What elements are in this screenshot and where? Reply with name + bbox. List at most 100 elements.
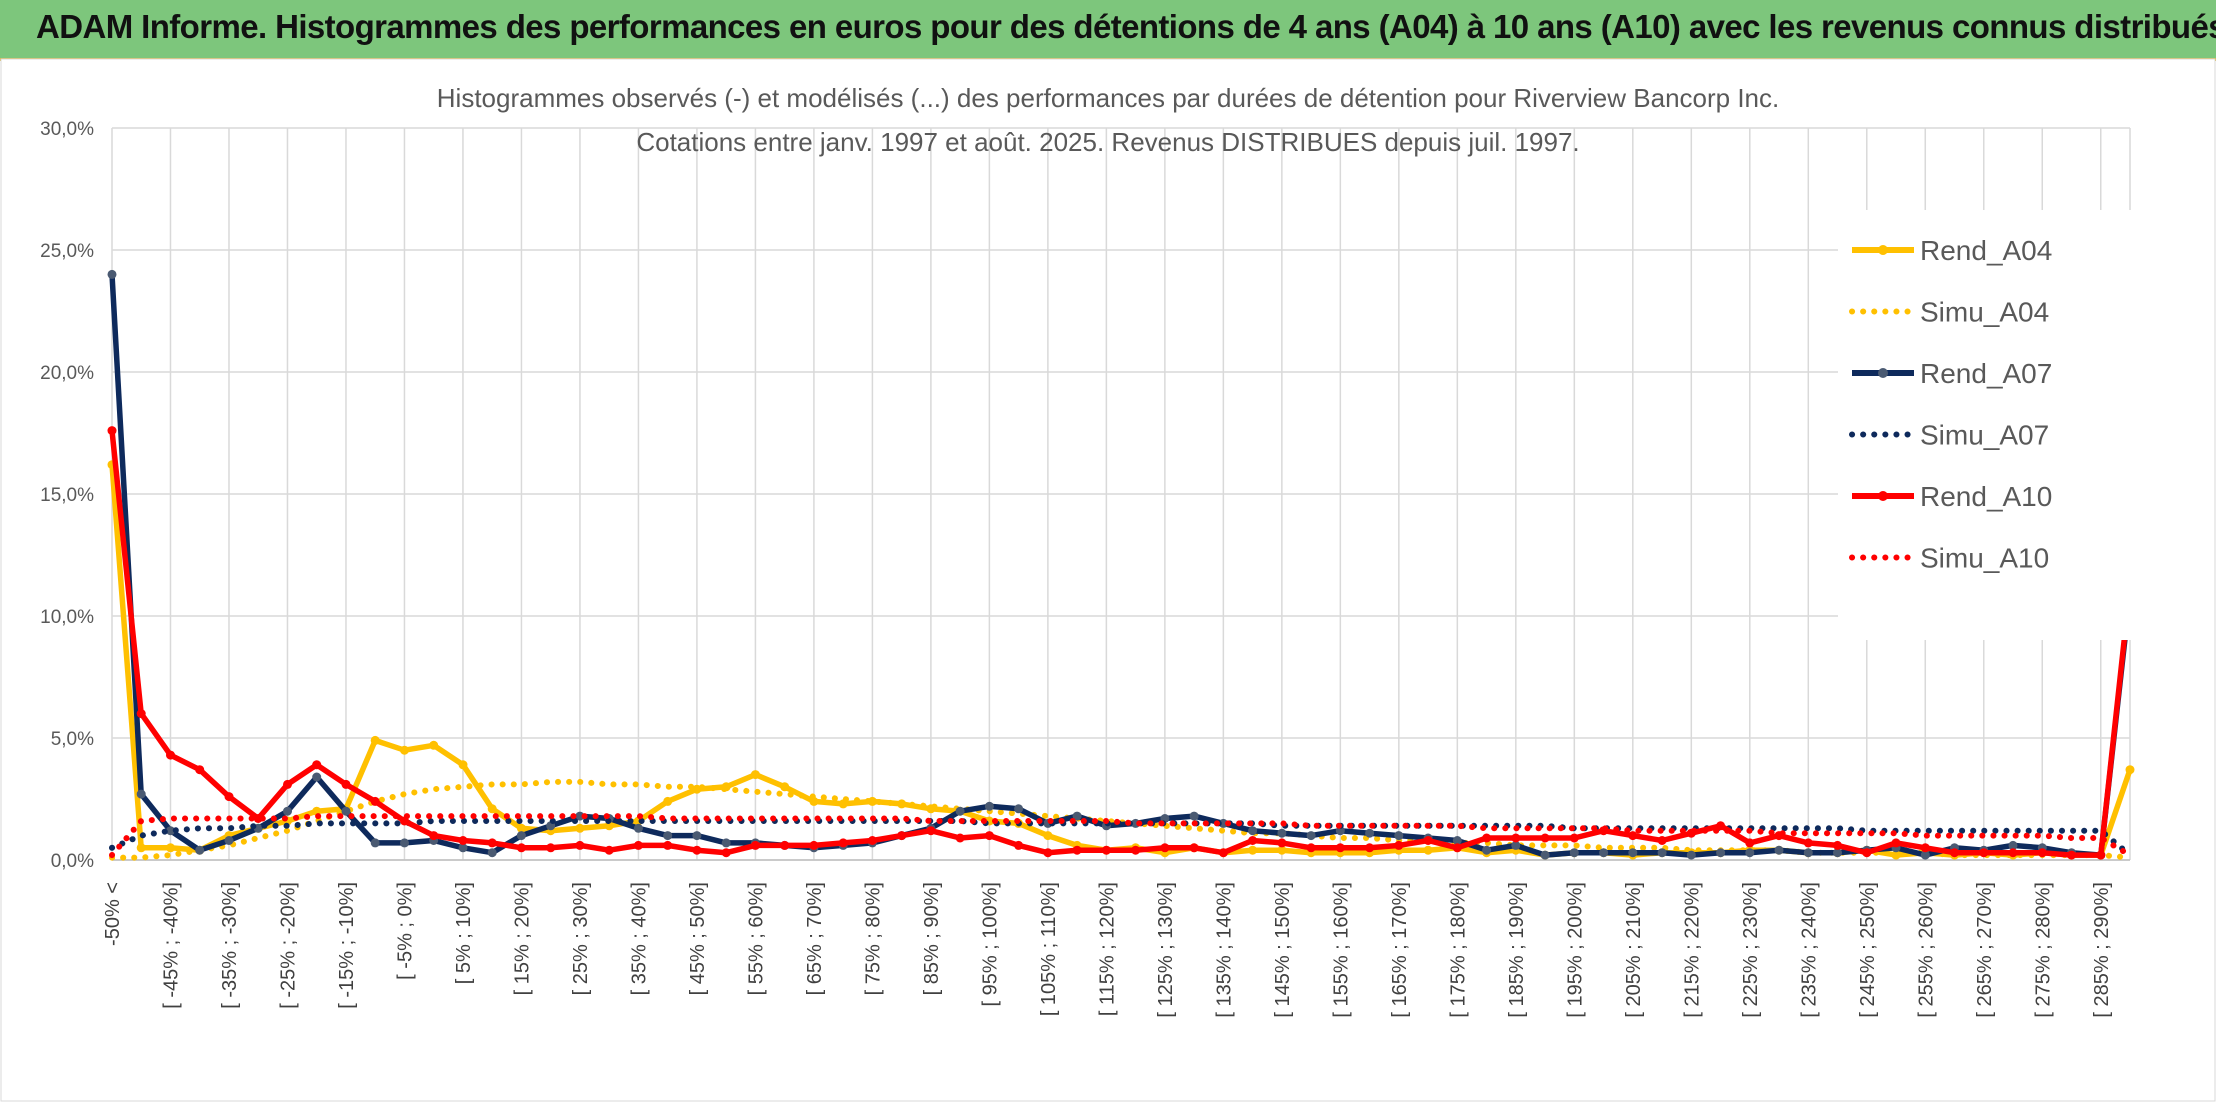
data-point-rend_a07 [1628,848,1638,858]
x-tick-label: [ -45% ; -40%] [160,882,182,1009]
data-point-rend_a10 [370,796,380,806]
data-point-rend_a10 [1452,843,1462,853]
data-point-rend_a10 [253,814,263,823]
data-point-rend_a10 [136,709,146,719]
x-tick-label: [ 65% ; 70%] [804,882,826,995]
data-point-rend_a10 [1101,845,1111,855]
x-tick-label: [ -35% ; -30%] [219,882,241,1009]
x-tick-label: [ 215% ; 220%] [1681,882,1703,1018]
x-tick-label: [ -25% ; -20%] [277,882,299,1009]
data-point-rend_a07 [458,843,468,853]
data-point-rend_a04 [458,760,468,770]
legend-label-rend_a07: Rend_A07 [1920,358,2052,389]
x-tick-label: [ 175% ; 180%] [1447,882,1469,1018]
data-point-rend_a10 [1745,838,1755,848]
x-tick-label: [ 165% ; 170%] [1389,882,1411,1018]
data-point-rend_a07 [370,838,380,848]
data-point-rend_a10 [224,792,234,802]
series-line-simu_a10 [109,813,2133,859]
x-tick-label: [ 55% ; 60%] [745,882,767,995]
data-point-rend_a07 [1014,804,1024,814]
data-point-rend_a04 [1277,845,1287,855]
data-point-rend_a10 [1160,843,1170,853]
x-tick-label: [ 265% ; 270%] [1974,882,1996,1018]
data-point-rend_a07 [1511,840,1521,850]
data-point-rend_a10 [692,845,702,855]
data-point-rend_a10 [867,836,877,845]
y-tick-label: 25,0% [40,241,94,262]
x-tick-label: [ 185% ; 190%] [1506,882,1528,1018]
data-point-rend_a07 [1803,848,1813,858]
data-point-rend_a04 [750,770,760,780]
data-point-rend_a07 [1599,848,1609,858]
data-point-rend_a10 [1423,836,1433,845]
legend-label-rend_a10: Rend_A10 [1920,481,2052,512]
data-point-rend_a10 [633,840,643,850]
data-point-rend_a10 [1306,843,1316,853]
data-point-rend_a07 [166,826,175,836]
data-point-rend_a07 [1452,836,1462,845]
data-point-rend_a10 [809,840,819,850]
data-point-rend_a10 [1248,836,1258,845]
x-tick-label: [ 5% ; 10%] [453,882,475,984]
data-point-rend_a10 [1365,843,1375,853]
data-point-rend_a04 [1423,845,1433,855]
data-point-rend_a10 [721,848,731,858]
data-point-rend_a07 [1716,848,1726,858]
legend-label-simu_a04: Simu_A04 [1920,297,2049,328]
data-point-rend_a04 [400,745,409,755]
data-point-rend_a10 [1072,845,1082,855]
data-point-rend_a10 [1131,845,1141,855]
data-point-rend_a04 [166,843,175,853]
chart-subtitle: Cotations entre janv. 1997 et août. 2025… [636,127,1579,157]
data-point-rend_a07 [1365,828,1375,838]
data-point-rend_a10 [1277,838,1287,848]
x-tick-label: [ 35% ; 40%] [628,882,650,995]
chart-title: Histogrammes observés (-) et modélisés (… [437,83,1779,113]
data-point-rend_a07 [1218,818,1228,828]
data-point-rend_a10 [1716,821,1726,831]
data-point-rend_a10 [604,845,614,855]
legend: Rend_A04 Simu_A04 Rend_A07 Simu_A07 Rend_A10… [1838,210,2138,640]
data-point-rend_a10 [1891,838,1901,848]
data-point-rend_a10 [546,843,556,853]
data-point-rend_a10 [283,779,292,789]
data-point-rend_a07 [1657,848,1667,858]
data-point-rend_a10 [458,836,468,845]
data-point-rend_a07 [312,772,322,782]
x-tick-label: [ 245% ; 250%] [1857,882,1879,1018]
x-tick-label: [ 125% ; 130%] [1155,882,1177,1018]
x-tick-label: [ 255% ; 260%] [1915,882,1937,1018]
y-tick-label: 30,0% [40,119,94,140]
data-point-rend_a07 [984,801,994,811]
data-point-rend_a07 [575,811,585,821]
x-tick-label: [ 115% ; 120%] [1096,882,1118,1016]
y-tick-label: 5,0% [51,729,94,750]
data-point-rend_a10 [984,831,994,841]
y-tick-label: 20,0% [40,363,94,384]
data-point-rend_a04 [1248,845,1258,855]
data-point-rend_a07 [283,806,292,816]
data-point-rend_a10 [2037,848,2047,858]
data-point-rend_a10 [487,838,497,848]
data-point-rend_a10 [1014,840,1024,850]
data-point-rend_a10 [1482,833,1492,843]
x-tick-label: [ 25% ; 30%] [570,882,592,995]
data-point-rend_a07 [107,269,117,279]
data-point-rend_a10 [1803,838,1813,848]
data-point-rend_a10 [750,840,760,850]
data-point-rend_a10 [2008,848,2018,858]
data-point-rend_a10 [1920,843,1930,853]
data-point-rend_a07 [692,831,702,841]
data-point-rend_a10 [1628,831,1638,841]
data-point-rend_a07 [136,789,146,799]
data-point-rend_a10 [516,843,526,853]
x-tick-label: [ 95% ; 100%] [979,882,1001,1007]
data-point-rend_a10 [312,760,322,770]
x-tick-label: [ 155% ; 160%] [1330,882,1352,1018]
data-point-rend_a07 [400,838,409,848]
legend-label-rend_a04: Rend_A04 [1920,235,2052,266]
data-point-rend_a10 [1862,848,1872,858]
data-point-rend_a04 [516,823,526,833]
data-point-rend_a07 [487,848,497,858]
